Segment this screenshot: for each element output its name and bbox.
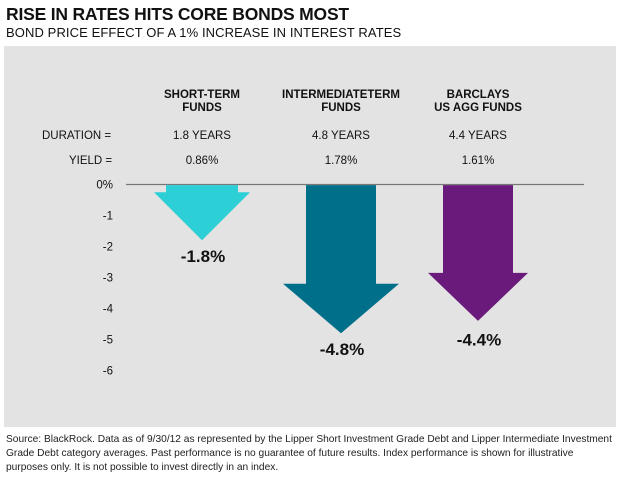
- source-note: Source: BlackRock. Data as of 9/30/12 as…: [6, 434, 612, 473]
- chart-subtitle: BOND PRICE EFFECT OF A 1% INCREASE IN IN…: [6, 25, 402, 40]
- yield-value-1: 0.86%: [186, 155, 219, 167]
- y-tick-label: -5: [103, 335, 113, 347]
- arrow-chart: SHORT-TERMFUNDSINTERMEDIATETERMFUNDSBARC…: [42, 89, 584, 378]
- fund-header-1-line-1: SHORT-TERM: [164, 89, 240, 101]
- data-label-2: -4.8%: [320, 340, 364, 359]
- chart-title: RISE IN RATES HITS CORE BONDS MOST: [6, 4, 349, 24]
- bar-arrow-1: [154, 185, 250, 241]
- duration-value-3: 4.4 YEARS: [449, 130, 507, 142]
- fund-header-3-line-2: US AGG FUNDS: [434, 102, 522, 114]
- chart-panel: SHORT-TERM FUNDS INTERMEDIATETERM FUNDS BARC…: [4, 46, 616, 427]
- yield-value-3: 1.61%: [462, 155, 495, 167]
- yield-label: YIELD =: [69, 155, 112, 167]
- y-tick-label: -4: [103, 304, 114, 316]
- y-tick-label: 0%: [96, 180, 113, 192]
- y-tick-label: -2: [103, 242, 113, 254]
- fund-header-2-line-2: FUNDS: [321, 102, 361, 114]
- duration-value-1: 1.8 YEARS: [173, 130, 231, 142]
- y-tick-label: -3: [103, 273, 113, 285]
- fund-header-1-line-2: FUNDS: [182, 102, 222, 114]
- bar-arrow-2: [283, 185, 399, 334]
- yield-value-2: 1.78%: [325, 155, 358, 167]
- duration-label: DURATION =: [42, 130, 111, 142]
- duration-value-2: 4.8 YEARS: [312, 130, 370, 142]
- data-label-1: -1.8%: [181, 247, 225, 266]
- fund-header-2-line-1: INTERMEDIATETERM: [282, 89, 400, 101]
- y-tick-label: -1: [103, 211, 113, 223]
- y-tick-label: -6: [103, 366, 113, 378]
- bar-arrow-3: [428, 185, 528, 321]
- fund-header-3-line-1: BARCLAYS: [447, 89, 510, 101]
- data-label-3: -4.4%: [457, 331, 501, 350]
